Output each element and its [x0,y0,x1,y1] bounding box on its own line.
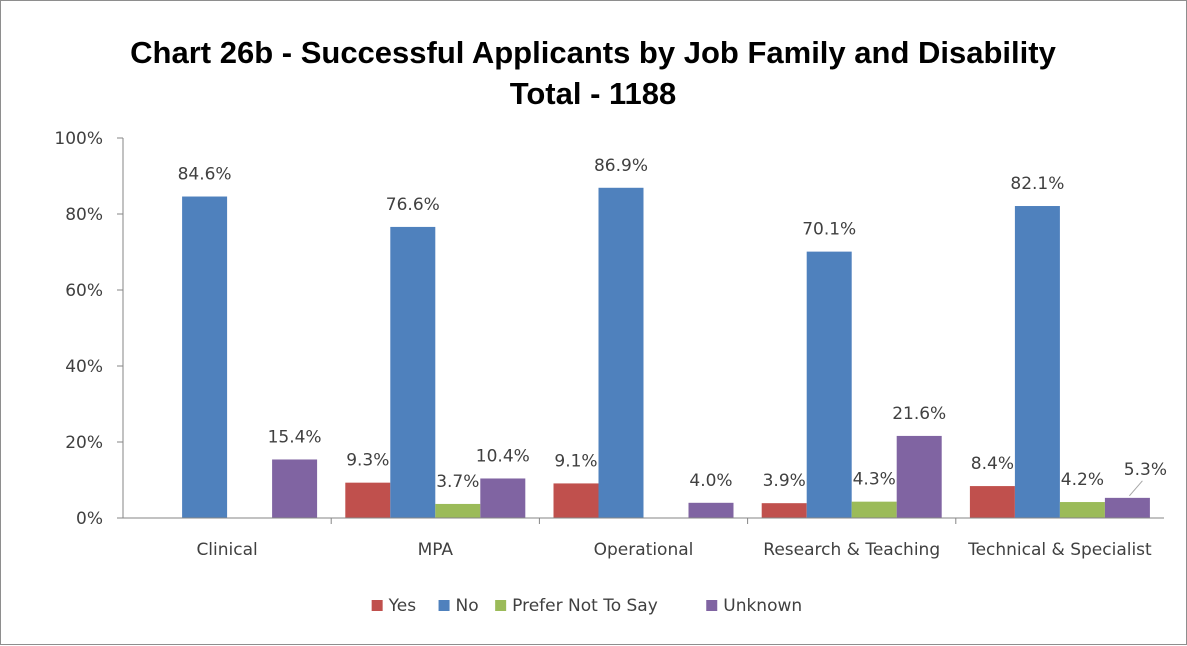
data-label: 84.6% [178,165,232,185]
legend-swatch [495,600,507,611]
data-label: 70.1% [802,220,856,240]
bar [1104,497,1150,518]
x-tick-label: Technical & Specialist [967,540,1152,560]
data-label: 76.6% [386,195,440,215]
data-label: 10.4% [476,446,530,466]
data-label: 3.9% [763,471,806,491]
bar [969,486,1015,518]
legend-swatch [438,600,450,611]
bar [345,482,391,518]
bar [761,503,807,518]
data-label: 9.3% [346,451,389,471]
bar [896,435,942,518]
chart-subtitle: Total - 1188 [510,76,677,111]
data-label: 21.6% [892,404,946,424]
data-label: 15.4% [268,427,322,447]
data-labels: 84.6% 15.4% 9.3% 76.6% 3.7% 10.4% 9.1% 86.9% 4.0… [178,156,1167,497]
data-label: 4.3% [853,470,896,490]
y-tick-label: 60% [65,281,103,301]
legend: Yes No Prefer Not To Say Unknown [371,596,802,616]
bar [435,503,481,518]
legend-label: Prefer Not To Say [512,596,658,616]
data-label: 5.3% [1124,460,1167,480]
bars [182,187,1150,519]
data-label: 82.1% [1010,174,1064,194]
data-label: 4.2% [1061,470,1104,490]
y-tick-label: 0% [76,509,103,529]
bar [553,483,599,518]
x-tick-label: MPA [418,540,454,560]
legend-swatch [371,600,383,611]
chart-title: Chart 26b - Successful Applicants by Job… [130,35,1056,70]
y-tick-label: 100% [54,129,103,149]
legend-label: Unknown [723,596,802,616]
x-tick-label: Operational [594,540,694,560]
y-tick-label: 40% [65,357,103,377]
bar [851,501,897,518]
x-axis: Clinical MPA Operational Research & Teachin… [123,517,1164,560]
bar [182,196,228,518]
bar [390,226,436,519]
legend-swatch [706,600,718,611]
bar [480,478,526,518]
data-label: 9.1% [554,451,597,471]
data-label: 8.4% [971,454,1014,474]
bar [598,187,644,518]
bar [1059,502,1105,518]
bar [272,459,318,518]
bar [806,251,852,518]
bar [1014,206,1060,518]
legend-label: Yes [388,596,417,616]
legend-label: No [456,596,479,616]
data-label: 86.9% [594,156,648,176]
leader-line [1129,480,1143,497]
y-tick-label: 80% [65,205,103,225]
bar [688,502,734,518]
x-tick-label: Research & Teaching [763,540,940,560]
data-label: 3.7% [436,472,479,492]
x-tick-label: Clinical [196,540,257,560]
y-axis: 0% 20% 40% 60% 80% 100% [54,129,124,529]
data-label: 4.0% [689,471,732,491]
y-tick-label: 20% [65,433,103,453]
